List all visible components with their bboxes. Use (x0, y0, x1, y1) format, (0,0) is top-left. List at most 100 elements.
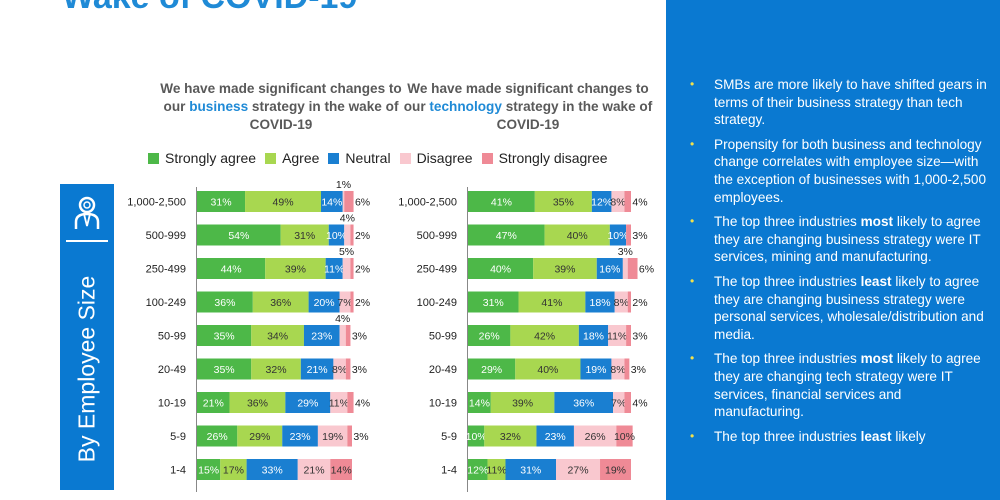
data-label: 10% (614, 431, 635, 443)
data-label: 3% (631, 364, 646, 376)
bar-segment (554, 392, 614, 413)
bar-segment (518, 291, 586, 313)
bar-segment (321, 191, 343, 212)
bar-segment (197, 425, 238, 447)
bullet-dot-icon: • (690, 136, 695, 151)
category-label: 20-49 (158, 364, 186, 376)
bar-segment (468, 258, 534, 279)
category-label: 100-249 (417, 297, 457, 309)
legend-label: Strongly disagree (498, 150, 608, 166)
category-label: 10-19 (158, 398, 186, 410)
data-label: 23% (290, 431, 311, 443)
slide-title: Wake of COVID-19 (62, 0, 357, 17)
technology-title-post: strategy in the wake of COVID-19 (496, 99, 653, 132)
legend-label: Neutral (345, 150, 391, 166)
data-label: 54% (228, 230, 249, 242)
bullet-text: The top three industries (714, 351, 861, 367)
bar-segment (317, 425, 348, 447)
bar-segment (251, 325, 304, 346)
data-label: 21% (203, 398, 224, 410)
category-label: 500-999 (417, 230, 457, 242)
bar-segment (308, 291, 340, 313)
category-label: 5-9 (170, 431, 186, 443)
bar-segment (627, 258, 638, 279)
person-icon (74, 196, 100, 229)
data-label: 3% (632, 331, 647, 343)
bar-segment (325, 258, 343, 279)
insight-bullet: • The top three industries least likely t… (690, 273, 990, 343)
data-label: 41% (491, 197, 512, 209)
bar-segment (468, 358, 516, 380)
data-label: 23% (545, 431, 566, 443)
insights-panel (666, 0, 1000, 500)
bar-segment (328, 224, 345, 246)
data-label: 8% (332, 364, 347, 376)
bar-segment (330, 459, 352, 480)
legend-item: Agree (265, 150, 319, 166)
legend-swatch (481, 153, 493, 164)
legend-swatch (399, 153, 411, 164)
bullet-emphasis: least (860, 428, 892, 444)
data-label: 2% (355, 297, 370, 309)
bar-segment (330, 392, 348, 413)
legend-item: Strongly agree (148, 150, 256, 166)
data-label: 19% (322, 431, 343, 443)
bar-segment (197, 191, 246, 212)
data-label: 31% (211, 197, 232, 209)
data-label: 29% (481, 364, 502, 376)
bullet-text: likely to agree they are changing busine… (714, 214, 981, 265)
bullet-text: SMBs are more likely to have shifted gea… (714, 77, 987, 128)
bar-segment (490, 392, 555, 413)
data-label: 14% (469, 398, 490, 410)
data-label: 1% (336, 179, 351, 191)
bullet-dot-icon: • (690, 273, 695, 288)
data-label: 31% (520, 465, 541, 477)
bar-segment (345, 325, 351, 346)
data-label: 3% (632, 230, 647, 242)
bar-segment (220, 459, 247, 480)
data-label: 39% (512, 398, 533, 410)
data-label: 16% (599, 264, 620, 276)
data-label: 12% (591, 197, 612, 209)
bullet-text: The top three industries (714, 428, 861, 444)
bar-segment (624, 191, 631, 212)
bar-segment (246, 459, 298, 480)
data-label: 10% (607, 230, 628, 242)
bar-segment (510, 325, 579, 346)
bar-segment (624, 358, 630, 380)
bar-segment (626, 224, 631, 246)
bar-segment (197, 258, 266, 279)
data-label: 32% (500, 431, 521, 443)
bullet-dot-icon: • (690, 77, 695, 91)
bar-segment (468, 325, 511, 346)
legend-swatch (265, 153, 277, 164)
data-label: 2% (355, 264, 370, 276)
bar-segment (344, 224, 351, 246)
data-label: 4% (632, 398, 647, 410)
data-label: 14% (321, 197, 342, 209)
legend-swatch (148, 153, 159, 164)
data-label: 10% (326, 230, 347, 242)
data-label: 36% (214, 297, 235, 309)
bar-segment (197, 358, 252, 380)
data-label: 12% (467, 465, 488, 477)
data-label: 15% (198, 465, 219, 477)
data-label: 35% (214, 364, 235, 376)
bullet-dot-icon: • (690, 351, 695, 366)
data-label: 7% (611, 398, 626, 410)
data-label: 8% (610, 364, 625, 376)
bar-segment (468, 392, 491, 413)
category-label: 1-4 (441, 465, 457, 477)
bar-segment (345, 358, 351, 380)
data-label: 36% (573, 398, 594, 410)
business-title-pre: We have made significant changes to our (160, 81, 402, 114)
bar-segment (614, 291, 628, 313)
bar-segment (622, 258, 628, 279)
data-label: 21% (304, 465, 325, 477)
bar-segment (468, 224, 545, 246)
bar-segment (573, 425, 617, 447)
data-label: 11% (607, 331, 627, 343)
data-label: 18% (590, 297, 611, 309)
data-label: 39% (285, 264, 306, 276)
bullet-emphasis: most (860, 351, 894, 367)
